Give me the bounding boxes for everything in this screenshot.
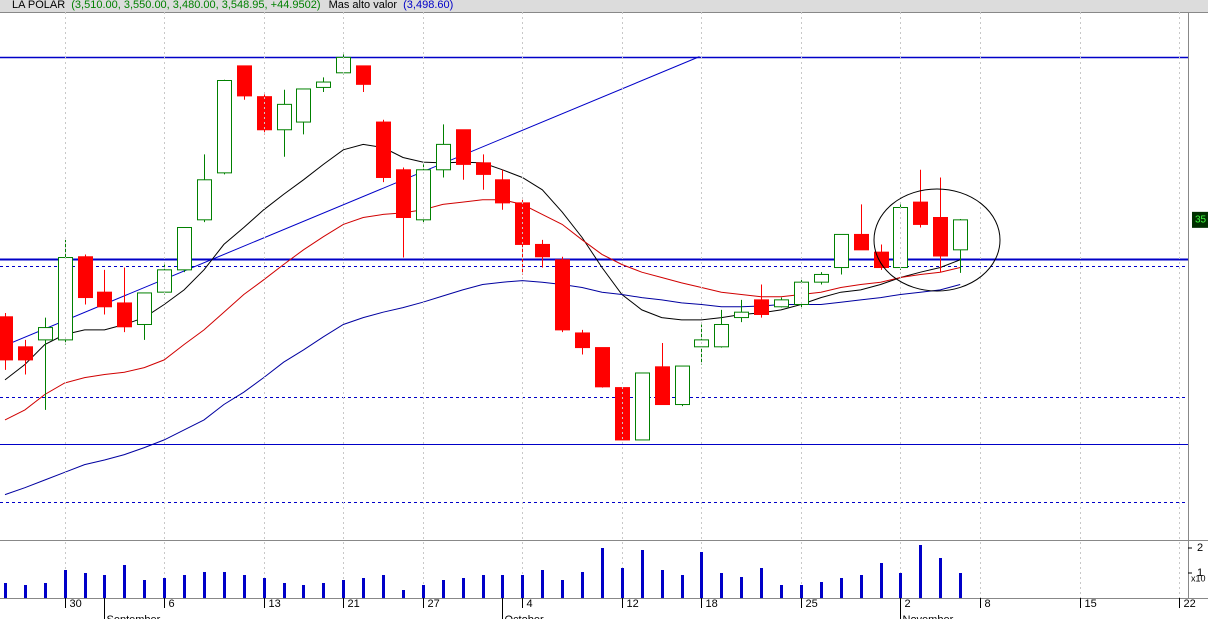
candle-body [754, 299, 769, 315]
candle-body [97, 291, 112, 308]
candle-body [296, 88, 311, 123]
symbol: LA POLAR [12, 0, 65, 11]
price-marker [1192, 211, 1208, 228]
x-tick-label: 13 [269, 598, 281, 610]
price-label: 35 [1195, 214, 1207, 225]
candle-body [575, 332, 590, 349]
candle-body [356, 65, 371, 85]
x-tick-label: 30 [70, 598, 82, 610]
candle-body [237, 65, 252, 97]
candle-body [913, 201, 928, 225]
candle-body [476, 162, 491, 175]
month-label: October [505, 614, 544, 619]
annotation-circle [873, 188, 1001, 292]
x-tick-label: 12 [627, 598, 639, 610]
candle-body [953, 219, 968, 251]
candle-body [734, 311, 749, 319]
x-tick-label: 22 [1184, 598, 1196, 610]
candle-body [456, 129, 471, 165]
candle-body [217, 80, 232, 174]
candle-body [595, 347, 610, 388]
candle-body [78, 256, 93, 299]
candle-body [316, 81, 331, 88]
candle-body [774, 299, 789, 308]
candle-body [814, 273, 829, 283]
month-label: September [107, 614, 161, 619]
x-tick-label: 6 [169, 598, 175, 610]
plot-area: 3061321274121825281522SeptemberOctoberNo… [0, 12, 1208, 619]
candle-body [854, 233, 869, 251]
header-bar [0, 0, 1208, 12]
candle-body [38, 327, 53, 341]
v-tick-label: 2 [1197, 542, 1203, 554]
x-tick-label: 15 [1085, 598, 1097, 610]
price-panel [0, 54, 1188, 503]
candle-body [933, 217, 948, 257]
x-tick-label: 18 [706, 598, 718, 610]
x-tick-label: 25 [806, 598, 818, 610]
candle-body [635, 372, 650, 441]
candle-body [714, 323, 729, 348]
candle-body [555, 259, 570, 331]
candle-body [277, 103, 292, 131]
candle-body [177, 227, 192, 271]
volume-unit: x10 [1191, 573, 1206, 583]
candle-body [396, 169, 411, 219]
candle-body [117, 302, 132, 328]
study: Mas alto valor [329, 0, 398, 11]
x-tick-label: 21 [348, 598, 360, 610]
x-tick-label: 8 [985, 598, 991, 610]
candle-body [416, 169, 431, 221]
month-label: November [903, 614, 954, 619]
candle-body [834, 233, 849, 269]
candle-body [197, 179, 212, 221]
candle-body [535, 243, 550, 258]
candle-body [0, 316, 13, 361]
study-value: (3,498.60) [403, 0, 453, 11]
candle-body [436, 143, 451, 171]
ohlc: (3,510.00, 3,550.00, 3,480.00, 3,548.95,… [71, 0, 320, 11]
candle-body [655, 366, 670, 406]
x-tick-label: 27 [428, 598, 440, 610]
header: LA POLAR (3,510.00, 3,550.00, 3,480.00, … [12, 0, 453, 11]
candle-body [675, 365, 690, 406]
trend-line [0, 56, 700, 349]
x-tick-label: 2 [905, 598, 911, 610]
candle-body [874, 251, 889, 269]
candle-body [495, 179, 510, 204]
ma-line [4, 143, 961, 381]
candle-body [137, 292, 152, 325]
v-tick-label: 1 [1197, 567, 1203, 579]
candle-body [18, 346, 33, 361]
candle-body [376, 121, 391, 178]
x-tick-label: 4 [527, 598, 533, 610]
candle-body [336, 56, 351, 74]
